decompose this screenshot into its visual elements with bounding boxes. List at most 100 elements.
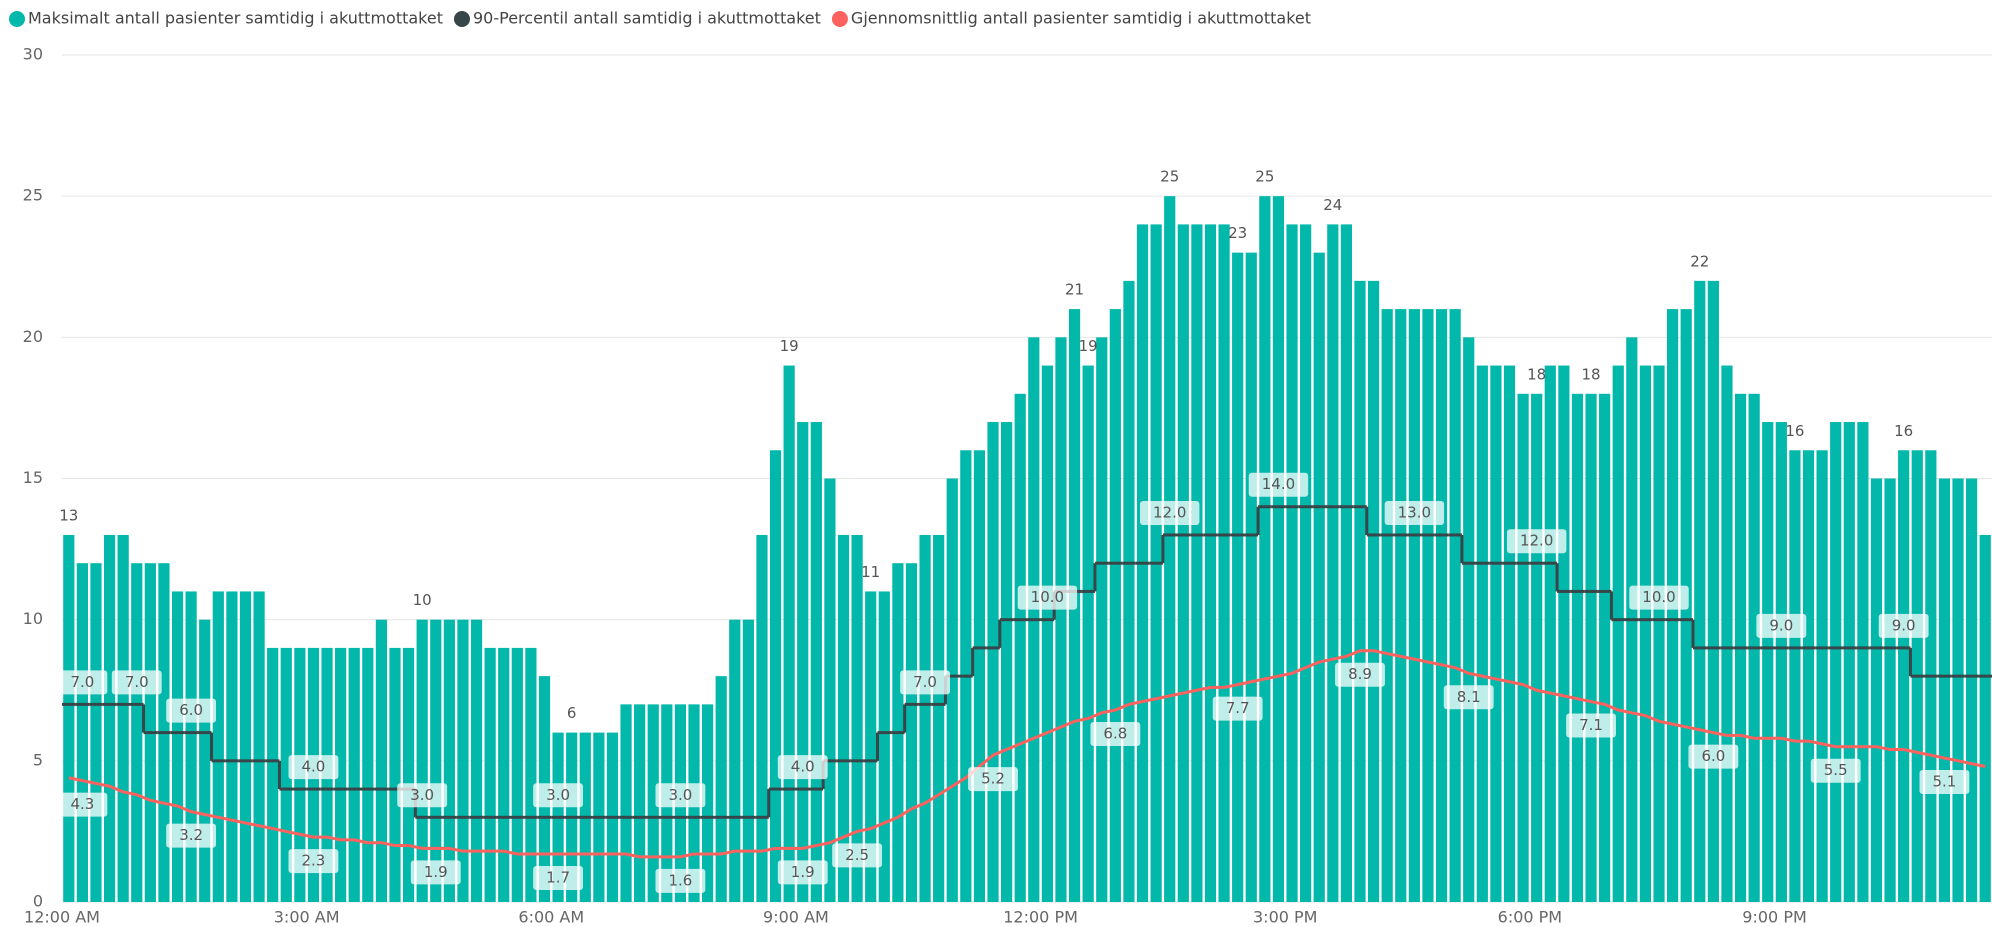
bar xyxy=(1055,337,1067,902)
bar xyxy=(470,619,483,902)
data-label: 12.0 xyxy=(1506,529,1567,554)
bar xyxy=(1041,365,1053,903)
legend-text: Maksimalt antall pasienter samtidig i ak… xyxy=(28,9,443,28)
data-label: 3.0 xyxy=(397,783,448,808)
bar xyxy=(1952,478,1964,902)
bar xyxy=(797,422,809,902)
data-label: 21 xyxy=(1065,281,1084,299)
bar xyxy=(389,647,401,902)
bar xyxy=(1340,224,1352,902)
bar xyxy=(1490,365,1502,903)
bar xyxy=(756,534,768,902)
data-label: 5.5 xyxy=(1810,758,1861,783)
data-label: 6 xyxy=(567,704,577,722)
data-label-bg xyxy=(1335,662,1385,687)
data-label: 1.9 xyxy=(777,860,828,885)
bar xyxy=(634,704,646,902)
data-label-bg xyxy=(655,783,706,808)
legend-text: 90-Percentil antall samtidig i akuttmott… xyxy=(473,9,821,28)
data-label-text: 10.0 xyxy=(1642,588,1675,606)
bar xyxy=(742,619,754,902)
data-label-text: 3.0 xyxy=(546,786,570,804)
data-label: 22 xyxy=(1690,252,1709,270)
data-label-text: 3.0 xyxy=(668,786,692,804)
data-label-bg xyxy=(533,783,584,808)
line xyxy=(68,649,1986,859)
bar xyxy=(987,422,999,902)
data-label-text: 2.5 xyxy=(845,846,869,864)
data-label-bg xyxy=(410,860,461,885)
data-label: 2.3 xyxy=(288,849,339,874)
data-label-text: 10.0 xyxy=(1031,588,1064,606)
bar xyxy=(76,563,88,902)
x-tick-label: 3:00 PM xyxy=(1253,908,1317,927)
data-label-text: 1.6 xyxy=(668,871,692,889)
bar xyxy=(810,422,822,902)
bar xyxy=(1123,280,1135,902)
bar xyxy=(1503,365,1516,903)
data-label-bg xyxy=(166,698,217,723)
data-label: 4.0 xyxy=(777,755,828,780)
y-tick-label: 20 xyxy=(23,327,43,346)
bar xyxy=(1979,534,1991,902)
data-label: 14.0 xyxy=(1248,472,1309,497)
data-label-bg xyxy=(1756,613,1807,638)
data-label-text: 5.2 xyxy=(981,770,1005,788)
data-label: 7.1 xyxy=(1566,713,1616,738)
data-label-bg xyxy=(288,849,339,874)
y-tick-label: 15 xyxy=(23,468,43,487)
bar xyxy=(1870,478,1883,902)
data-label-text: 7.0 xyxy=(913,673,937,691)
data-label: 5.2 xyxy=(968,767,1018,792)
bar xyxy=(1531,393,1543,902)
x-tick-label: 12:00 PM xyxy=(1003,908,1078,927)
data-label-bg xyxy=(1688,744,1739,769)
data-label-text: 7.0 xyxy=(125,673,149,691)
data-label-bg xyxy=(1090,722,1141,747)
bar xyxy=(878,591,890,902)
bar xyxy=(1599,393,1611,902)
bar xyxy=(1585,393,1597,902)
bar xyxy=(620,704,632,902)
data-label: 6.0 xyxy=(1688,744,1739,769)
data-label-bg xyxy=(1017,585,1078,610)
x-tick-label: 6:00 PM xyxy=(1498,908,1562,927)
bar xyxy=(1762,422,1774,902)
data-label-text: 25 xyxy=(1255,168,1274,186)
bar xyxy=(1327,224,1339,902)
bar xyxy=(1694,280,1706,902)
bar xyxy=(484,647,496,902)
data-label: 8.9 xyxy=(1335,662,1385,687)
bar xyxy=(1232,252,1244,903)
data-label: 3.2 xyxy=(166,823,217,848)
data-label-text: 4.0 xyxy=(791,758,815,776)
y-tick-label: 10 xyxy=(23,609,43,628)
bar xyxy=(1300,224,1312,902)
data-label-text: 13.0 xyxy=(1398,503,1431,521)
data-label: 11 xyxy=(861,563,880,581)
data-label-bg xyxy=(1384,500,1445,525)
data-label-bg xyxy=(1506,529,1567,554)
bar xyxy=(1272,196,1285,902)
data-label: 19 xyxy=(780,337,799,355)
data-label-bg xyxy=(655,868,706,893)
data-label-text: 5.1 xyxy=(1932,773,1956,791)
data-label-text: 9.0 xyxy=(1769,616,1793,634)
bar xyxy=(1966,478,1978,902)
data-label-text: 18 xyxy=(1582,365,1601,383)
data-label-text: 6 xyxy=(567,704,577,722)
bar xyxy=(335,647,347,902)
data-label: 10 xyxy=(413,591,432,609)
bar xyxy=(647,704,659,902)
bar xyxy=(416,619,428,902)
data-label-text: 22 xyxy=(1690,252,1709,270)
data-label-bg xyxy=(1443,685,1494,710)
data-label: 13.0 xyxy=(1384,500,1445,525)
bar xyxy=(280,647,292,902)
y-tick-label: 0 xyxy=(33,892,43,911)
data-label-text: 1.7 xyxy=(546,869,570,887)
bar xyxy=(1177,224,1189,902)
data-label-bg xyxy=(777,860,828,885)
bar xyxy=(1802,450,1815,902)
data-label-bg xyxy=(777,755,828,780)
